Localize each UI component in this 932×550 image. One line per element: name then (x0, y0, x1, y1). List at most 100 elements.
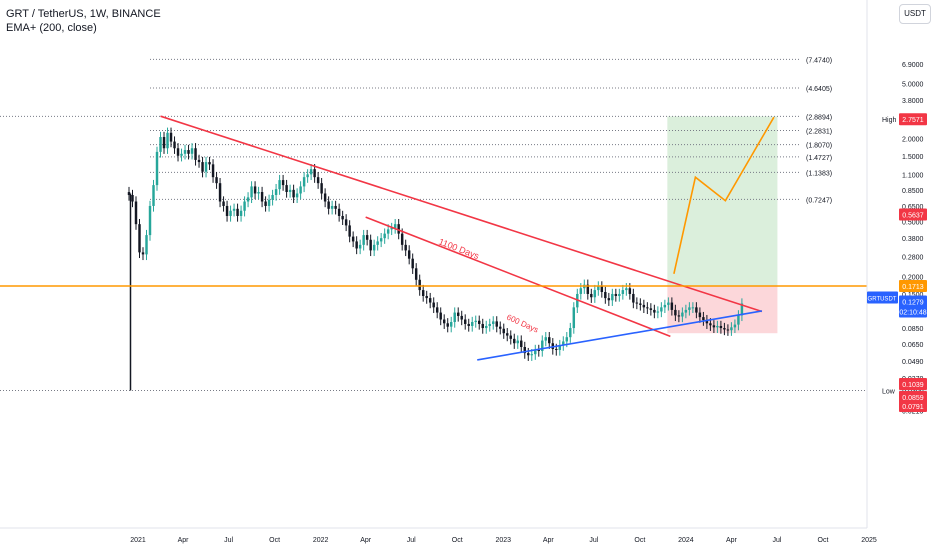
candle-body (449, 322, 453, 327)
fib-label: (1.1383) (806, 170, 832, 177)
candle-body (611, 293, 614, 301)
candle-body (674, 309, 677, 316)
high-price-text: 2.7571 (902, 117, 924, 124)
candle-body (551, 343, 555, 349)
candle-body (271, 195, 274, 200)
candle-body (218, 183, 222, 202)
price-tick-label: 0.5000 (902, 220, 924, 227)
candle-body (663, 304, 667, 308)
time-tick-label: Apr (178, 537, 190, 544)
candle-body (148, 205, 152, 236)
candle-body (456, 312, 460, 316)
candle-body (677, 315, 681, 317)
candle-body (397, 224, 400, 234)
candle-body (197, 159, 201, 163)
candle-body (670, 302, 674, 310)
candle-body (705, 320, 709, 324)
candle-body (411, 258, 414, 269)
candle-body (730, 327, 733, 331)
candle-body (159, 137, 162, 152)
price-tick-label: 0.0490 (902, 359, 924, 366)
candle-body (229, 210, 232, 216)
candle-body (337, 208, 341, 216)
candle-body (267, 199, 271, 206)
candle-body (733, 324, 737, 328)
candle-body (369, 239, 372, 251)
price-tick-label: 0.8500 (902, 188, 924, 195)
high-label: High (882, 117, 897, 124)
candle-body (618, 293, 621, 296)
time-axis[interactable]: 2021 Apr Jul Oct 2022 Apr Jul Oct 2023 Apr Jul Oct 2… (0, 527, 877, 544)
candle-body (404, 244, 407, 251)
trendline (477, 310, 763, 361)
time-tick-label: Apr (360, 537, 372, 544)
candle-body (295, 193, 299, 198)
price-tag (899, 400, 927, 412)
candle-body (358, 244, 362, 249)
candle-body (488, 323, 491, 326)
candle-body (523, 346, 526, 354)
candle-body (288, 189, 292, 193)
candle-body (604, 291, 607, 299)
candle-body (621, 290, 625, 294)
candle-body (138, 224, 141, 253)
candle-body (355, 241, 358, 249)
candle-body (344, 219, 348, 226)
candle-body (330, 205, 334, 209)
candle-body (492, 321, 495, 324)
candle-body (534, 349, 537, 355)
candle-body (351, 236, 355, 242)
candle-body (485, 325, 488, 329)
candle-body (257, 192, 260, 194)
candle-body (425, 295, 428, 299)
price-tick-label: 3.8000 (902, 98, 924, 105)
candle-body (390, 228, 393, 230)
candle-body (407, 250, 411, 259)
candle-body (639, 303, 642, 305)
candle-body (194, 148, 197, 160)
candle-body (632, 293, 635, 303)
candle-body (222, 201, 225, 206)
candle-body (544, 337, 548, 341)
price-axis[interactable]: 6.90005.00003.80002.90002.00001.50001.10… (866, 0, 927, 528)
currency-button[interactable]: USDT (899, 4, 931, 24)
candle-body (232, 208, 236, 211)
time-tick-label: Oct (269, 537, 280, 544)
indicator-label[interactable]: EMA+ (200, close) (6, 22, 97, 34)
projection-path (673, 116, 775, 274)
candle-body (274, 189, 278, 196)
candle-body (201, 162, 204, 172)
candle-body (260, 192, 264, 202)
candle-body (597, 286, 600, 291)
candle-body (723, 328, 726, 330)
price-tag (899, 208, 927, 221)
candle-body (565, 337, 569, 342)
candle-body (527, 353, 530, 356)
candle-body (309, 169, 313, 175)
time-tick-label: 2022 (313, 537, 329, 544)
time-tick-label: Oct (818, 537, 829, 544)
candle-body (306, 174, 309, 178)
candle-body (365, 235, 369, 240)
candle-body (548, 337, 551, 344)
price-tag-text: 0.0791 (902, 404, 924, 411)
candle-body (285, 185, 288, 193)
price-tick-label: 5.0000 (902, 82, 924, 89)
candle-body (362, 235, 365, 245)
trendline (365, 216, 671, 338)
candle-body (460, 315, 463, 320)
target-zone (667, 116, 778, 286)
candle-body (131, 195, 134, 202)
candle-body (646, 307, 649, 309)
candle-body (495, 321, 498, 327)
candle-body (383, 233, 386, 239)
fib-label: (1.8070) (806, 143, 832, 150)
candle-body (180, 153, 183, 156)
price-tag (899, 378, 927, 390)
countdown-text: 02:10:48 (899, 310, 926, 317)
candle-body (292, 189, 295, 198)
candle-body (439, 312, 442, 320)
fib-label: (2.2831) (806, 129, 832, 136)
price-tick-label: 0.0850 (902, 326, 924, 333)
